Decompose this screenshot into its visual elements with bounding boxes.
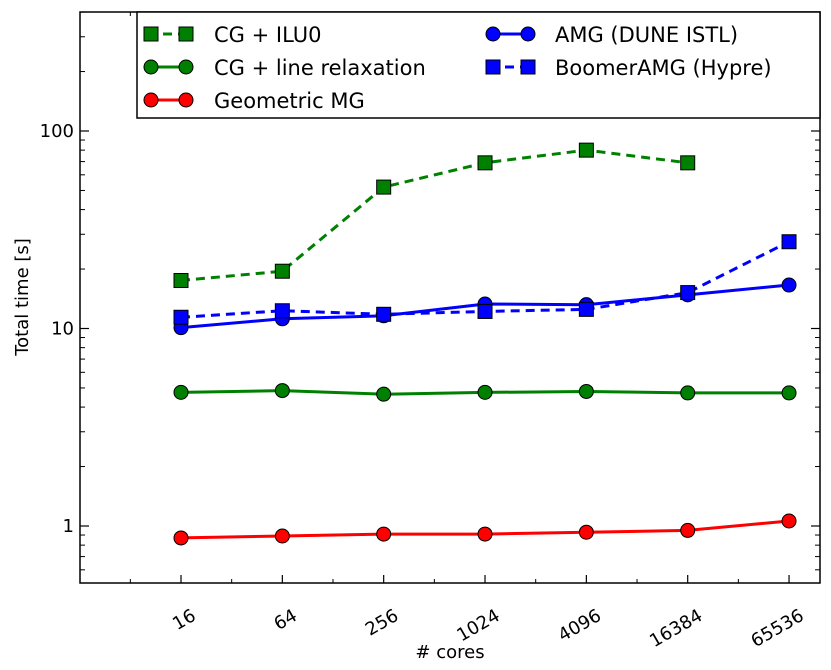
legend-item: BoomerAMG (Hypre) — [485, 56, 772, 80]
data-point — [578, 383, 594, 399]
legend-marker — [143, 59, 159, 75]
series-cg-ilu0 — [173, 142, 696, 288]
data-point — [781, 385, 797, 401]
data-point — [477, 155, 493, 171]
legend-marker — [178, 26, 194, 42]
legend-marker — [178, 92, 194, 108]
x-tick-label: 65536 — [747, 605, 807, 652]
data-point — [477, 384, 493, 400]
legend-marker — [520, 26, 536, 42]
data-point — [680, 522, 696, 538]
y-tick-label: 1 — [63, 516, 74, 537]
legend-marker — [485, 59, 501, 75]
data-point — [173, 384, 189, 400]
legend-marker — [143, 26, 159, 42]
x-tick-label: 256 — [362, 605, 402, 640]
series-boomeramg-hypre — [173, 234, 797, 325]
x-tick-label: 1024 — [453, 605, 503, 646]
series-layer — [173, 142, 797, 546]
data-point — [274, 528, 290, 544]
data-point — [680, 285, 696, 301]
legend-marker — [485, 26, 501, 42]
data-point — [781, 234, 797, 250]
legend-item: CG + ILU0 — [143, 23, 321, 47]
legend-label: BoomerAMG (Hypre) — [555, 56, 772, 80]
data-point — [274, 303, 290, 319]
data-point — [376, 179, 392, 195]
legend-label: CG + line relaxation — [214, 56, 426, 80]
x-tick-label: 64 — [271, 605, 301, 635]
y-tick-label: 100 — [40, 121, 74, 142]
data-point — [781, 277, 797, 293]
series-cg-line-relaxation — [173, 383, 797, 402]
series-geometric-mg — [173, 513, 797, 546]
y-tick-label: 10 — [51, 319, 74, 340]
data-point — [376, 526, 392, 542]
legend: CG + ILU0 CG + line relaxation Geometric M… — [136, 11, 821, 119]
x-tick-label: 16384 — [646, 605, 706, 652]
x-tick-label: 16 — [169, 605, 199, 635]
legend-marker — [520, 59, 536, 75]
data-point — [173, 273, 189, 288]
data-point — [680, 155, 696, 171]
data-point — [173, 309, 189, 325]
legend-item: Geometric MG — [143, 89, 365, 113]
data-point — [274, 263, 290, 279]
legend-marker — [143, 92, 159, 108]
data-point — [680, 385, 696, 401]
data-point — [578, 524, 594, 540]
legend-label: Geometric MG — [214, 89, 365, 113]
legend-marker — [178, 59, 194, 75]
legend-item: AMG (DUNE ISTL) — [485, 23, 738, 47]
legend-item: CG + line relaxation — [143, 56, 426, 80]
y-axis-label: Total time [s] — [12, 238, 33, 357]
data-point — [173, 530, 189, 546]
data-point — [477, 303, 493, 319]
legend-label: AMG (DUNE ISTL) — [555, 23, 738, 47]
data-point — [376, 306, 392, 322]
data-point — [781, 513, 797, 529]
x-axis-label: # cores — [415, 642, 484, 663]
x-tick-label: 4096 — [555, 605, 605, 646]
data-point — [274, 383, 290, 399]
data-point — [477, 526, 493, 542]
series-line — [180, 148, 688, 282]
legend-label: CG + ILU0 — [214, 23, 321, 47]
legend-box — [136, 11, 821, 119]
data-point — [578, 142, 594, 158]
data-point — [376, 386, 392, 402]
data-point — [578, 301, 594, 317]
